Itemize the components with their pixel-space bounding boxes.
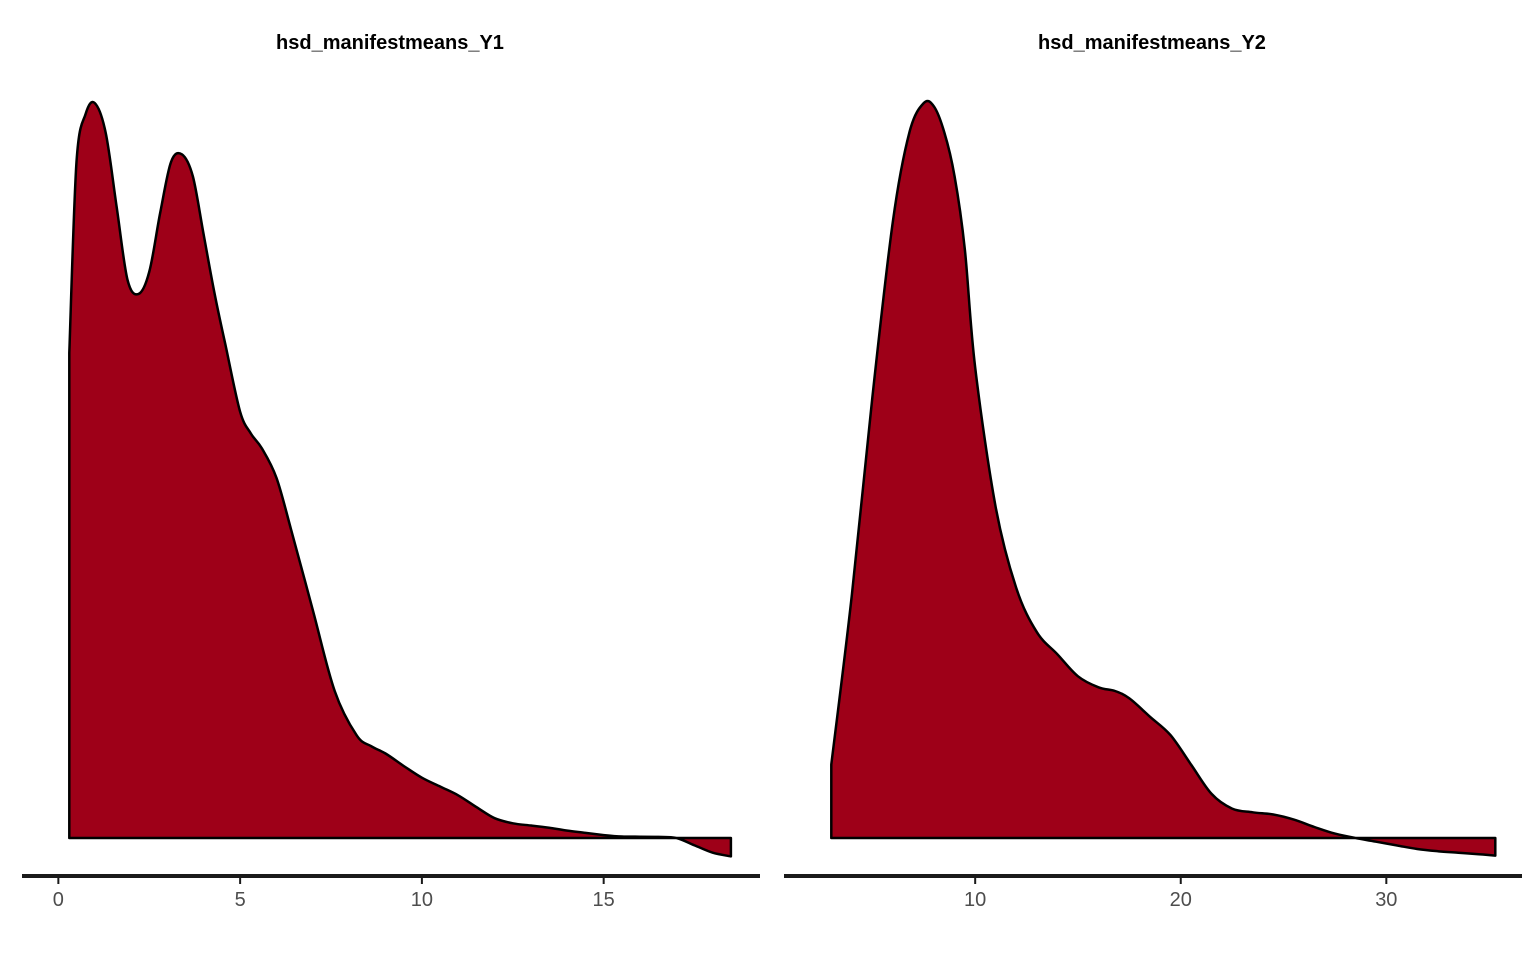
x-tick-label: 0 — [53, 889, 64, 911]
density-area-y2 — [830, 99, 1497, 857]
density-area-y1 — [68, 100, 733, 858]
x-axis-ticks-y1: 0 5 10 15 — [53, 876, 615, 911]
x-axis-ticks-y2: 10 20 30 — [964, 876, 1397, 911]
panel-y1: hsd_manifestmeans_Y1 0 5 10 15 — [22, 32, 760, 911]
x-tick-label: 10 — [411, 889, 433, 911]
x-tick-label: 15 — [593, 889, 615, 911]
panel-title-y1: hsd_manifestmeans_Y1 — [276, 32, 504, 54]
x-tick-label: 30 — [1375, 889, 1397, 911]
x-tick-label: 10 — [964, 889, 986, 911]
panel-y2: hsd_manifestmeans_Y2 10 20 30 — [784, 32, 1522, 911]
panel-title-y2: hsd_manifestmeans_Y2 — [1038, 32, 1266, 54]
x-tick-label: 5 — [235, 889, 246, 911]
x-tick-label: 20 — [1170, 889, 1192, 911]
